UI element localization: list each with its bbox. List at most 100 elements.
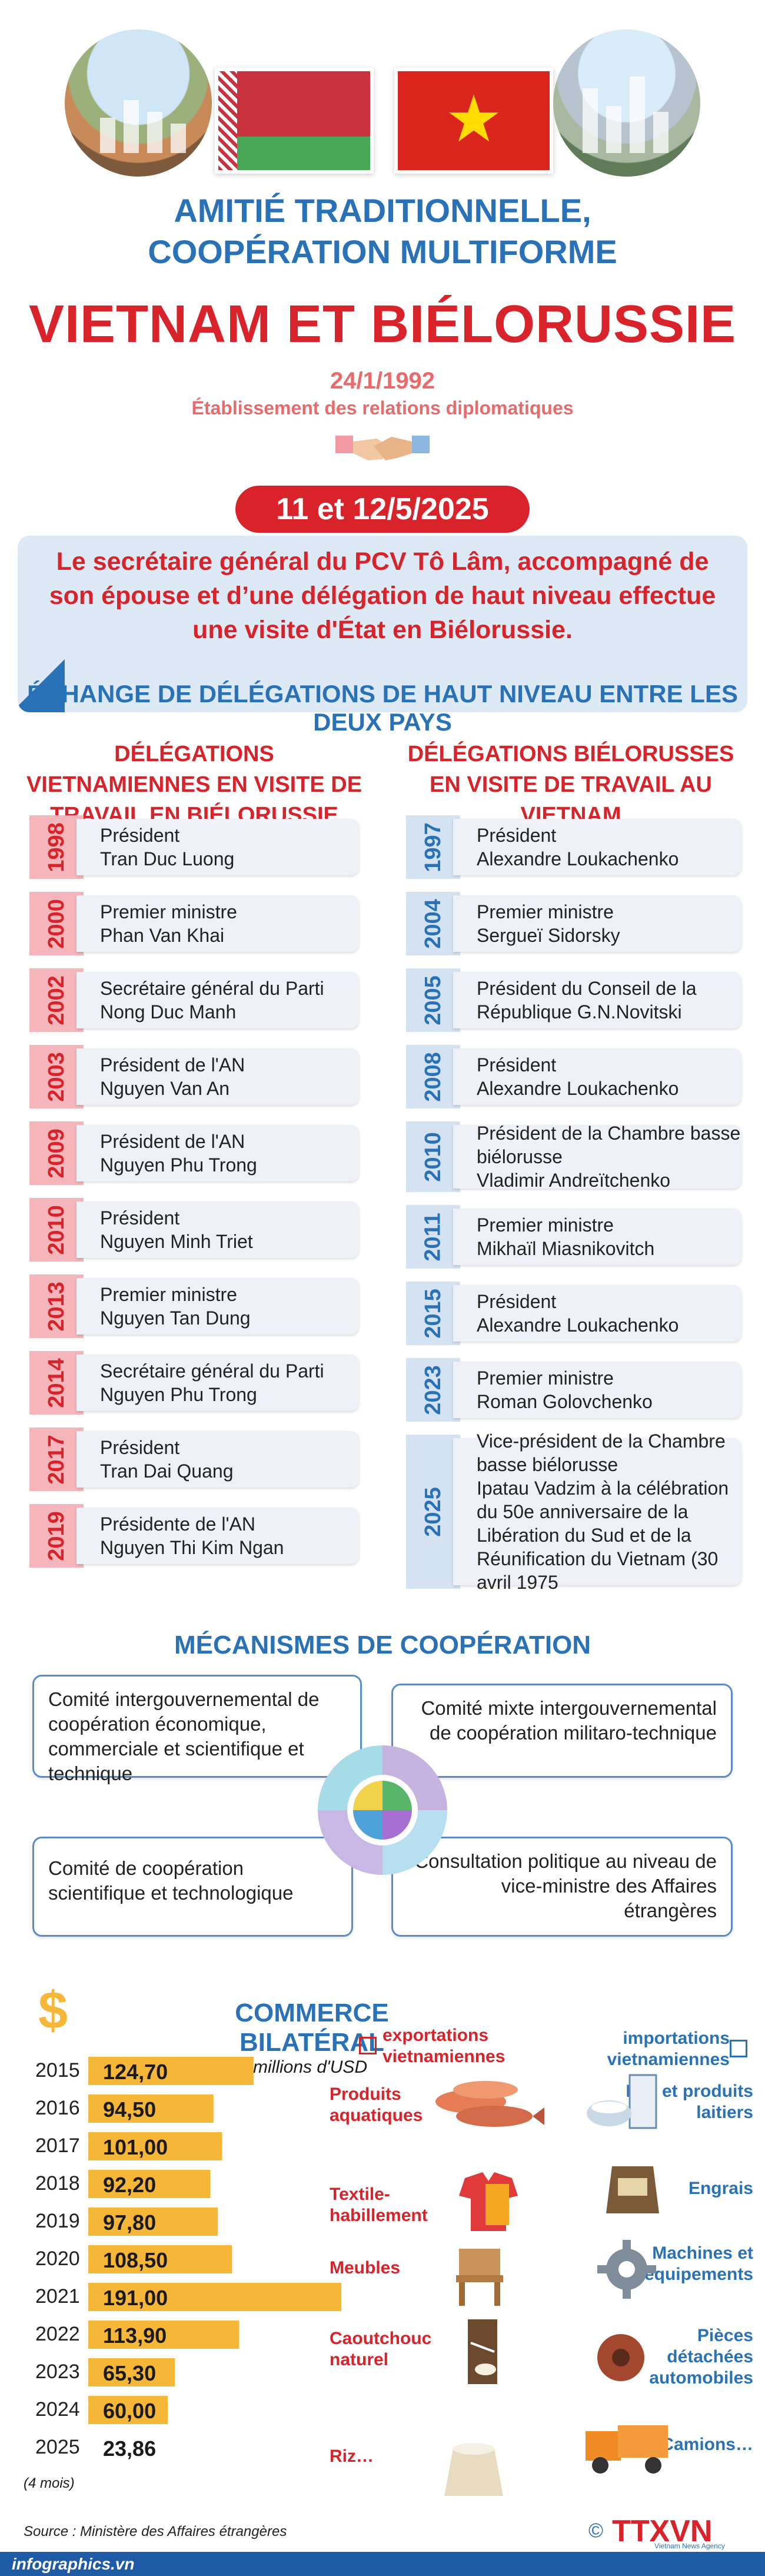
delegation-detail: Vladimir Andreïtchenko xyxy=(477,1170,671,1191)
delegation-year: 1998 xyxy=(29,815,84,879)
hanoi-city-photo xyxy=(553,29,700,177)
delegation-role: Président de l'AN xyxy=(100,1131,245,1152)
delegation-year: 2008 xyxy=(406,1045,460,1108)
trade-bar xyxy=(88,2245,232,2273)
delegation-detail: biélorusse xyxy=(477,1146,563,1167)
mechanism-military-committee: Comité mixte intergouvernemental de coop… xyxy=(391,1684,733,1778)
export-aquatic: Produits aquatiques xyxy=(330,2084,423,2125)
trade-value-label: 108,50 xyxy=(103,2248,168,2272)
trade-year-label: 2015 xyxy=(35,2059,80,2082)
footer-site[interactable]: infographics.vn xyxy=(12,2555,135,2573)
ttxvn-subtitle: Vietnam News Agency xyxy=(654,2542,725,2550)
delegation-role: Secrétaire général du Parti xyxy=(100,978,324,999)
imports-legend-marker xyxy=(730,2040,747,2057)
delegation-detail: Phan Van Khai xyxy=(100,925,225,946)
by-delegation-item: 2010 Président de la Chambre basse biéloru… xyxy=(406,1121,741,1192)
vn-delegation-item: 2003 Président de l'AN Nguyen Van An xyxy=(29,1045,359,1108)
truck-icon xyxy=(586,2425,668,2474)
delegation-year-label: 2017 xyxy=(44,1434,69,1485)
rubber-tree-icon xyxy=(468,2319,497,2384)
trade-year-label: 2023 xyxy=(35,2361,80,2383)
vn-delegation-item: 2002 Secrétaire général du Parti Nong Duc … xyxy=(29,968,359,1032)
import-trucks: Camions… xyxy=(661,2435,753,2454)
delegation-role: Président xyxy=(100,1207,180,1229)
delegation-detail: Nguyen Minh Triet xyxy=(100,1231,253,1252)
delegation-year-label: 2010 xyxy=(420,1131,445,1182)
delegation-card: Secrétaire général du Parti Nguyen Phu Tr… xyxy=(76,1355,359,1411)
delegation-role: Premier ministre xyxy=(100,901,237,922)
trade-bar xyxy=(88,2132,222,2160)
trade-value-label: 101,00 xyxy=(103,2135,168,2159)
delegation-detail: Nguyen Thi Kim Ngan xyxy=(100,1537,284,1558)
vn-delegation-item: 2014 Secrétaire général du Parti Nguyen Ph… xyxy=(29,1351,359,1415)
exchange-section-title: ÉCHANGE DE DÉLÉGATIONS DE HAUT NIVEAU EN… xyxy=(27,680,738,736)
delegation-detail: Nguyen Tan Dung xyxy=(100,1307,251,1329)
by-delegation-item: 2023 Premier ministre Roman Golovchenko xyxy=(406,1358,741,1422)
delegation-role: Présidente de l'AN xyxy=(100,1513,256,1535)
delegation-year-label: 2004 xyxy=(420,898,445,949)
delegation-year-label: 2009 xyxy=(44,1128,69,1179)
fertilizer-icon xyxy=(606,2166,659,2213)
trade-unit-label: millions d'USD xyxy=(253,2057,368,2077)
delegation-year: 2010 xyxy=(406,1121,460,1192)
trade-value-label: 191,00 xyxy=(103,2286,168,2310)
delegation-detail: Alexandre Loukachenko xyxy=(477,1078,679,1099)
trade-bar xyxy=(88,2434,124,2462)
delegation-role: Secrétaire général du Parti xyxy=(100,1360,324,1382)
delegation-card: Président du Conseil de la République G.N… xyxy=(453,972,741,1028)
delegation-card: Président Tran Dai Quang xyxy=(76,1431,359,1488)
by-delegation-item: 1997 Président Alexandre Loukachenko xyxy=(406,815,741,879)
delegation-year-label: 2008 xyxy=(420,1051,445,1102)
establishment-label: Établissement des relations diplomatique… xyxy=(191,397,574,419)
delegation-detail: avril 1975 xyxy=(477,1572,558,1593)
delegation-year-label: 2019 xyxy=(44,1511,69,1561)
by-delegation-item: 2015 Président Alexandre Loukachenko xyxy=(406,1282,741,1345)
trade-value-label: 124,70 xyxy=(103,2060,168,2084)
trade-bar xyxy=(88,2094,214,2123)
machinery-gear-icon xyxy=(597,2240,656,2299)
delegation-year: 2019 xyxy=(29,1504,84,1568)
by-delegation-item: 2011 Premier ministre Mikhaïl Miasnikovitc… xyxy=(406,1205,741,1269)
dairy-icon xyxy=(587,2074,657,2129)
delegation-year-label: 2015 xyxy=(420,1288,445,1339)
delegation-role: Président xyxy=(477,1291,557,1312)
trade-bar xyxy=(88,2321,240,2349)
trade-value-label: 113,90 xyxy=(103,2323,167,2348)
trade-value-label: 23,86 xyxy=(103,2436,156,2461)
delegation-role: Premier ministre xyxy=(100,1284,237,1305)
handshake-icon xyxy=(335,436,430,460)
exports-legend: exportations vietnamiennes xyxy=(382,2026,505,2066)
trade-value-label: 94,50 xyxy=(103,2097,156,2122)
delegation-card: Président de la Chambre basse biélorusse V… xyxy=(453,1123,741,1191)
delegation-detail: basse biélorusse xyxy=(477,1454,618,1475)
delegation-year-label: 2014 xyxy=(44,1357,69,1408)
delegation-year-label: 2023 xyxy=(420,1365,445,1415)
vietnam-flag: ★ xyxy=(394,68,553,174)
delegation-role: Président xyxy=(100,825,180,846)
delegation-detail: Nguyen Van An xyxy=(100,1078,230,1099)
delegation-detail: Réunification du Vietnam (30 xyxy=(477,1548,719,1569)
delegation-card: Président Alexandre Loukachenko xyxy=(453,1048,741,1105)
vn-delegation-item: 1998 Président Tran Duc Luong xyxy=(29,815,359,879)
delegation-year: 2017 xyxy=(29,1428,84,1491)
delegation-card: Premier ministre Sergueï Sidorsky xyxy=(453,895,741,952)
delegation-role: Président xyxy=(477,1054,557,1075)
delegation-year: 2013 xyxy=(29,1274,84,1338)
delegation-year-label: 2025 xyxy=(420,1486,445,1537)
trade-bar-chart: 2015 124,70 2016 94,50 2017 101,00 2018 92,20 20… xyxy=(35,2057,341,2462)
vn-delegation-item: 2000 Premier ministre Phan Van Khai xyxy=(29,892,359,955)
export-rubber: Caoutchouc naturel xyxy=(330,2329,432,2369)
delegation-card: Secrétaire général du Parti Nong Duc Manh xyxy=(76,972,359,1028)
visit-box xyxy=(18,536,747,712)
delegation-card: Premier ministre Mikhaïl Miasnikovitch xyxy=(453,1209,741,1265)
by-delegation-item: 2005 Président du Conseil de la République… xyxy=(406,968,741,1032)
delegation-year: 2015 xyxy=(406,1282,460,1345)
mechanism-science-committee: Comité de coopération scientifique et te… xyxy=(32,1837,353,1937)
trade-bar xyxy=(88,2057,254,2085)
delegation-card: Président Alexandre Loukachenko xyxy=(453,819,741,875)
vn-delegation-item: 2010 Président Nguyen Minh Triet xyxy=(29,1198,359,1262)
delegation-year: 2011 xyxy=(406,1205,460,1269)
trade-value-label: 60,00 xyxy=(103,2399,156,2423)
delegation-card: Premier ministre Roman Golovchenko xyxy=(453,1362,741,1418)
copyright-icon: © xyxy=(588,2519,604,2542)
